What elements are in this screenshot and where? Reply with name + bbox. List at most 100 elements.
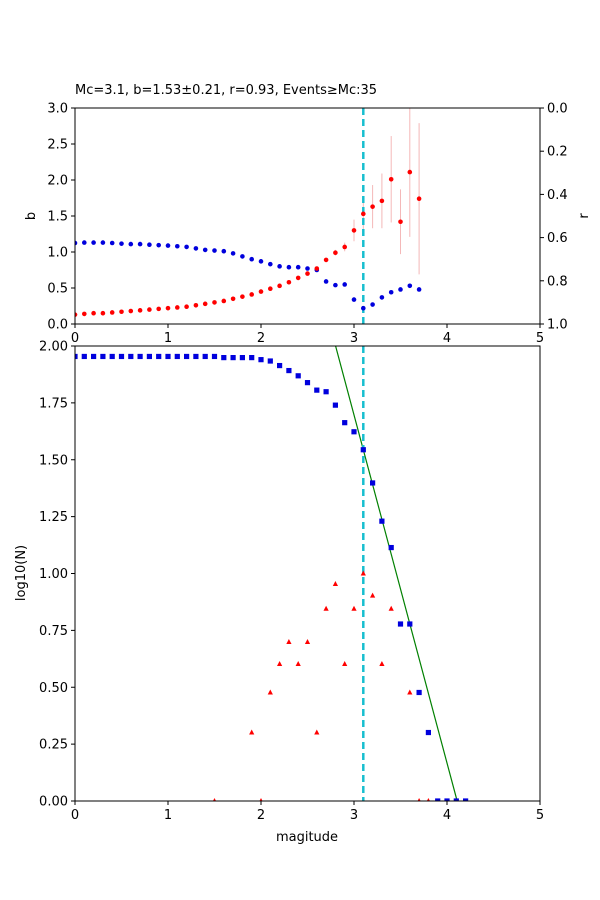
cumulative-point <box>267 358 273 364</box>
cumulative-point <box>370 480 376 486</box>
cumulative-point <box>156 353 162 360</box>
noncumulative-point <box>212 798 217 801</box>
cumulative-point <box>286 367 292 374</box>
b-point <box>323 257 329 263</box>
r-point <box>240 254 245 259</box>
top-marks <box>75 108 422 324</box>
gr-fit-line <box>335 346 458 801</box>
b-point <box>202 301 208 307</box>
top-y2-axis-label: r <box>577 213 592 219</box>
cumulative-point <box>146 353 152 360</box>
b-point <box>128 308 134 314</box>
top-y2-tick-label: 0.4 <box>547 188 568 203</box>
b-point <box>407 169 413 175</box>
b-point <box>82 311 87 317</box>
cumulative-point <box>128 353 134 360</box>
cumulative-point <box>295 373 301 379</box>
b-point <box>91 310 96 316</box>
r-point <box>119 241 124 246</box>
top-y2-tick-label: 1.0 <box>547 318 568 333</box>
r-point <box>361 305 366 311</box>
top-y2-tick-label: 0.0 <box>547 102 568 117</box>
cumulative-point <box>360 447 366 453</box>
r-point <box>184 244 189 250</box>
cumulative-point <box>118 353 125 360</box>
b-point <box>388 176 394 182</box>
top-y2-tick-label: 0.2 <box>547 145 568 160</box>
r-point <box>82 240 87 245</box>
noncumulative-point <box>417 798 421 801</box>
b-point <box>416 196 422 202</box>
cumulative-point <box>277 362 283 369</box>
r-point <box>305 266 310 271</box>
top-y-tick-label: 2.0 <box>47 174 68 189</box>
b-point <box>100 310 106 316</box>
bottom-panel: 0 1 2 3 4 5 0.00 0.25 0.50 0.75 1.00 1.25 1.50 1.75 2… <box>14 340 544 846</box>
noncumulative-point <box>249 729 255 735</box>
cumulative-point <box>463 798 469 801</box>
bottom-x-tick-label: 3 <box>350 808 358 823</box>
noncumulative-point <box>407 689 413 695</box>
noncumulative-point <box>295 661 301 667</box>
cumulative-point <box>193 353 199 360</box>
r-point <box>370 302 375 307</box>
cumulative-point <box>221 355 227 361</box>
r-point <box>277 264 282 269</box>
cumulative-point <box>184 353 190 360</box>
noncumulative-point <box>267 689 273 695</box>
cumulative-point <box>397 621 404 627</box>
bottom-x-tick-label: 5 <box>536 808 544 823</box>
cumulative-point <box>332 402 338 408</box>
noncumulative-point <box>314 729 320 735</box>
b-point <box>268 286 273 292</box>
cumulative-point <box>407 621 413 627</box>
r-point <box>156 242 161 248</box>
cumulative-point <box>239 355 245 361</box>
bottom-y-tick-label: 1.00 <box>39 567 68 582</box>
cumulative-point <box>109 353 115 360</box>
r-point <box>75 240 78 246</box>
top-y-tick-label: 2.5 <box>47 138 68 153</box>
r-point <box>147 242 152 248</box>
top-y-tick-label: 0.5 <box>47 282 68 297</box>
bottom-y-tick-label: 0.25 <box>39 738 68 753</box>
top-x-tick-label: 4 <box>443 331 451 346</box>
bottom-y-tick-label: 0.75 <box>39 624 68 639</box>
r-point <box>202 247 208 253</box>
b-point <box>333 250 338 256</box>
top-chart-title: Mc=3.1, b=1.53±0.21, r=0.93, Events≥Mc:3… <box>75 83 377 98</box>
bottom-y-axis-label: log10(N) <box>14 545 29 601</box>
b-point <box>379 198 385 204</box>
bottom-marks <box>75 346 469 801</box>
r-point <box>295 264 301 270</box>
top-y2-ticks: 0.0 0.2 0.4 0.6 0.8 1.0 <box>540 102 568 333</box>
noncumulative-point <box>388 605 394 611</box>
top-x-tick-label: 5 <box>536 331 544 346</box>
b-point <box>165 305 171 311</box>
cumulative-point <box>342 420 348 426</box>
cumulative-point <box>351 429 357 435</box>
r-point <box>416 287 422 292</box>
top-x-tick-label: 0 <box>71 331 79 346</box>
noncumulative-point <box>379 661 385 667</box>
bottom-y-tick-label: 1.50 <box>39 453 68 468</box>
cumulative-point <box>174 353 180 360</box>
b-point <box>398 219 403 225</box>
r-point <box>100 240 106 245</box>
top-y2-tick-label: 0.8 <box>547 274 568 289</box>
b-point <box>119 309 124 315</box>
top-panel: Mc=3.1, b=1.53±0.21, r=0.93, Events≥Mc:3… <box>24 83 592 346</box>
r-point <box>212 248 217 253</box>
b-point <box>156 306 161 312</box>
cumulative-point <box>435 798 441 801</box>
r-point <box>175 243 180 249</box>
cumulative-point <box>91 353 97 360</box>
bottom-axes-frame <box>74 345 541 802</box>
noncumulative-point <box>370 592 376 598</box>
bottom-y-ticks: 0.00 0.25 0.50 0.75 1.00 1.25 1.50 1.75 2.00 <box>39 340 75 810</box>
b-point <box>258 289 264 294</box>
top-axes-frame <box>74 107 541 325</box>
r-point <box>323 279 329 284</box>
cumulative-point <box>211 353 218 360</box>
bottom-x-tick-label: 1 <box>164 808 172 823</box>
